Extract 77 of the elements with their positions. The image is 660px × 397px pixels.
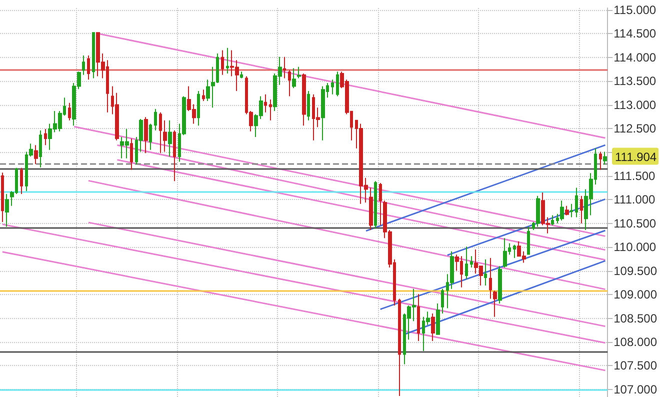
y-tick-label: 112.500 xyxy=(614,121,656,136)
candlestick xyxy=(82,54,85,76)
candlestick xyxy=(484,258,487,286)
candlestick xyxy=(470,256,473,268)
candlestick xyxy=(431,313,435,342)
candlestick xyxy=(441,288,444,314)
y-tick-label: 107.000 xyxy=(614,382,658,396)
candlestick xyxy=(336,71,339,97)
candlestick xyxy=(436,303,440,336)
candlestick xyxy=(369,187,373,231)
candlestick xyxy=(283,56,286,79)
candlestick xyxy=(321,86,325,141)
y-tick-label: 111.000 xyxy=(614,192,656,207)
y-tick-label: 109.500 xyxy=(614,264,658,278)
candlestick xyxy=(154,108,157,131)
candlestick xyxy=(302,72,306,126)
candlestick xyxy=(417,294,420,342)
candlestick xyxy=(44,128,47,146)
y-tick-label: 110.000 xyxy=(614,240,656,254)
candlestick xyxy=(503,238,507,268)
candlestick xyxy=(288,70,291,97)
candlestick xyxy=(34,144,38,165)
candlestick xyxy=(5,193,9,228)
candlestick xyxy=(570,203,573,218)
candlestick xyxy=(292,68,296,89)
y-tick-label: 114.000 xyxy=(614,50,656,64)
candlestick xyxy=(197,90,200,126)
candlestick xyxy=(307,90,310,121)
candlestick xyxy=(580,195,583,224)
candlestick xyxy=(398,298,401,397)
candlestick xyxy=(603,151,607,166)
candlestick xyxy=(536,195,540,228)
candlestick xyxy=(527,226,530,256)
candlestick xyxy=(168,120,172,157)
candlestick xyxy=(264,94,267,113)
y-tick-label: 108.500 xyxy=(614,311,658,326)
candlestick xyxy=(221,50,224,76)
y-tick-label: 109.000 xyxy=(614,288,658,302)
candlestick xyxy=(92,32,95,79)
y-tick-label: 111.500 xyxy=(614,168,656,183)
candlestick xyxy=(202,89,205,102)
candlestick xyxy=(489,258,492,300)
candlestick xyxy=(331,79,334,95)
candlestick xyxy=(513,244,516,259)
candlestick xyxy=(297,66,301,79)
y-tick-label: 108.000 xyxy=(614,334,658,349)
y-tick-label: 113.000 xyxy=(614,98,656,112)
candlestick xyxy=(374,180,377,230)
candlestick xyxy=(379,182,382,226)
y-tick-label: 110.500 xyxy=(614,216,656,230)
y-tick-label: 115.000 xyxy=(614,2,656,17)
text: 111.904 xyxy=(615,150,657,164)
candlestick xyxy=(149,123,152,150)
candlestick xyxy=(173,130,176,182)
candlestick xyxy=(493,290,497,318)
candlestick xyxy=(240,71,243,79)
candlestick xyxy=(551,214,554,226)
candlestick xyxy=(565,205,569,216)
candlestick xyxy=(87,54,90,80)
y-tick-label: 107.500 xyxy=(614,358,658,373)
candlestick xyxy=(159,112,162,154)
y-tick-label: 114.500 xyxy=(614,26,656,41)
candlestick xyxy=(1,172,4,222)
candlestick xyxy=(144,116,148,154)
candlestick xyxy=(130,138,133,170)
candlestick xyxy=(269,99,272,121)
candlestick xyxy=(20,167,23,194)
candlestick xyxy=(163,120,167,152)
candlestick xyxy=(39,130,42,168)
y-tick-label: 113.500 xyxy=(614,74,656,88)
candlestick xyxy=(68,102,71,121)
candlestick xyxy=(498,266,502,304)
candlestick xyxy=(465,246,468,280)
candlestick xyxy=(575,187,578,218)
candlestick xyxy=(599,151,602,170)
candlestick xyxy=(560,200,564,222)
candlestick xyxy=(226,47,229,74)
